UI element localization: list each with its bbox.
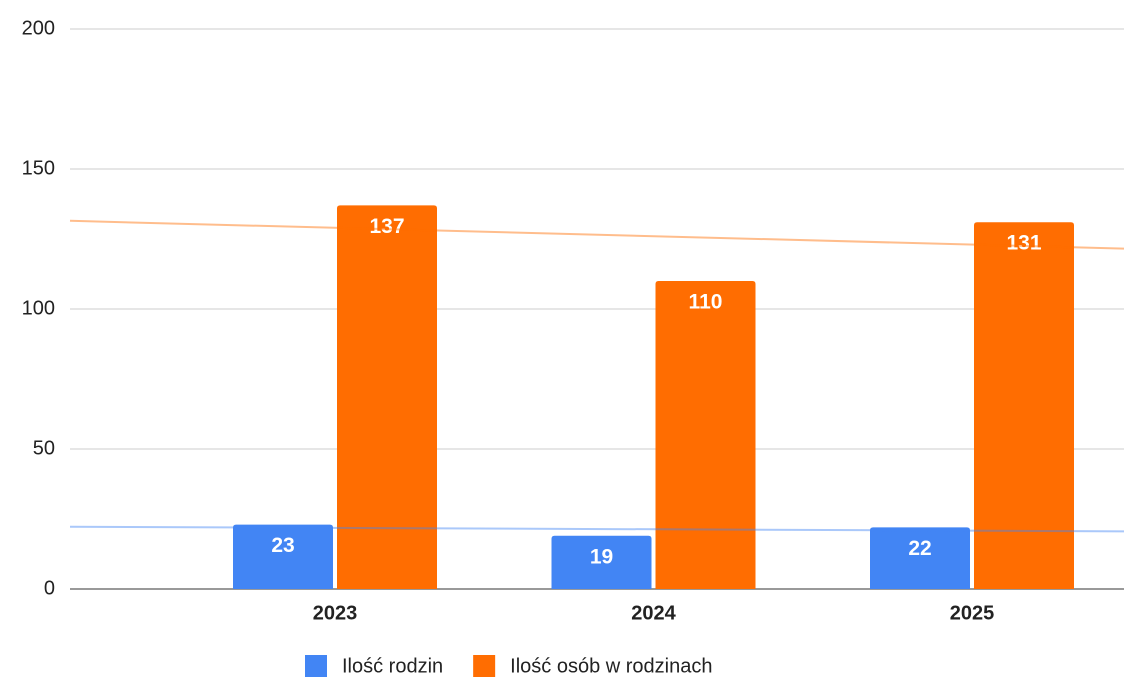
trendline (69, 219, 1124, 250)
y-tick-label: 150 (22, 157, 55, 179)
data-label: 110 (689, 291, 723, 314)
y-tick-label: 200 (22, 17, 55, 39)
legend-swatch (473, 655, 496, 677)
bar (974, 222, 1074, 589)
trendline (69, 525, 1124, 533)
data-label: 131 (1006, 232, 1041, 255)
y-tick-label: 50 (33, 437, 55, 459)
data-label: 22 (908, 537, 931, 560)
x-tick-label: 2025 (950, 602, 995, 624)
y-tick-label: 0 (44, 577, 55, 599)
y-tick-label: 100 (22, 297, 55, 319)
bar (233, 524, 333, 589)
x-tick-label: 2023 (313, 602, 358, 624)
bar (551, 535, 652, 589)
legend-swatch (305, 655, 327, 677)
bar (655, 281, 756, 589)
x-tick-label: 2024 (631, 602, 676, 624)
data-label: 19 (590, 545, 613, 568)
data-label: 23 (271, 534, 294, 557)
bar (870, 527, 970, 589)
data-label: 137 (369, 215, 404, 238)
legend-label: Ilość osób w rodzinach (510, 655, 712, 677)
legend-label: Ilość rodzin (342, 655, 443, 677)
bar (337, 205, 437, 589)
